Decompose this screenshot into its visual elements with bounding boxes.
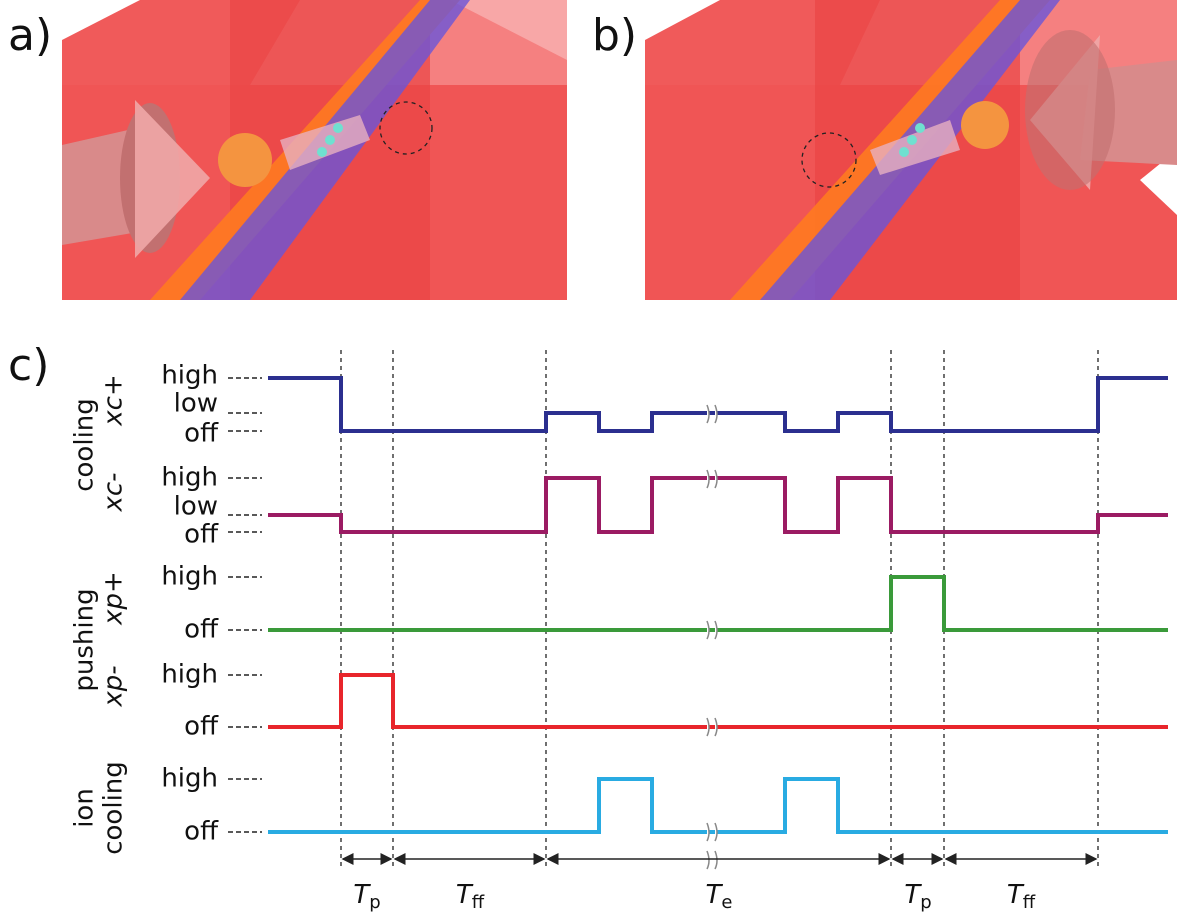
level-label: high <box>161 463 218 493</box>
channel-label: xp- <box>99 665 129 707</box>
channel-label: xp+ <box>99 571 129 626</box>
level-label: off <box>184 817 219 847</box>
panel-label: c) <box>8 340 49 391</box>
panel-label: b) <box>592 10 637 61</box>
level-label: low <box>174 492 218 522</box>
waveform-xp-plus <box>268 577 1168 630</box>
waveform-xc-minus <box>268 478 1168 532</box>
figure: a) b) c) high low off high low off <box>0 0 1177 921</box>
duration-label: Tp <box>904 880 931 914</box>
duration-label: Tff <box>1007 880 1036 914</box>
waveform-ion <box>268 779 1168 832</box>
channel-label: xc+ <box>99 374 129 426</box>
level-label: off <box>184 419 219 449</box>
level-label: off <box>184 712 219 742</box>
waveform-xp-minus <box>268 675 1168 727</box>
duration-label: Tff <box>456 880 485 914</box>
level-label: off <box>184 615 219 645</box>
level-label: high <box>161 562 218 592</box>
group-label: pushing <box>70 588 100 691</box>
axis-breaks <box>707 405 717 869</box>
level-label: off <box>184 520 219 550</box>
level-label: low <box>174 389 218 419</box>
time-markers <box>341 350 1098 870</box>
group-label: ion <box>70 788 100 828</box>
panel-label: a) <box>8 10 52 61</box>
group-label: cooling <box>99 761 129 855</box>
render-a <box>62 0 567 300</box>
group-label: cooling <box>70 398 100 492</box>
duration-label: Tp <box>353 880 380 914</box>
channel-label: xc- <box>99 472 129 512</box>
waveform-xc-plus <box>268 378 1168 431</box>
level-ticks <box>228 378 262 832</box>
duration-label: Te <box>706 880 733 914</box>
render-b <box>645 0 1177 300</box>
level-label: high <box>161 361 218 391</box>
level-label: high <box>161 660 218 690</box>
level-label: high <box>161 764 218 794</box>
